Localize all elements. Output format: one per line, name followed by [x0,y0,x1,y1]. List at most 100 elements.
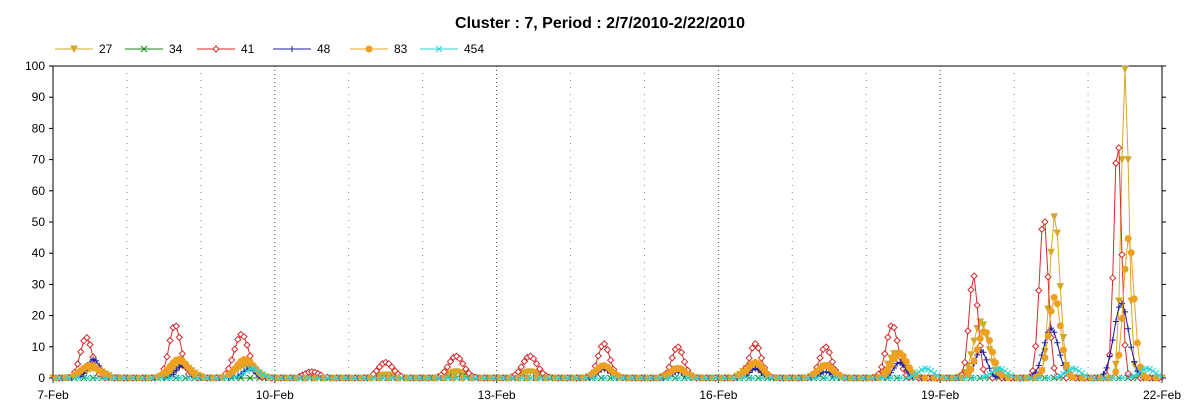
x-tick-label: 16-Feb [699,388,737,402]
series-point-marker [980,349,987,356]
series-point-marker [388,374,396,382]
series-point-marker [397,374,405,382]
series-point-marker [1035,286,1043,295]
series-point-marker [591,374,599,382]
legend-item-41: 41 [197,42,255,56]
series-point-marker [1047,307,1055,315]
series-point-marker [1035,374,1043,382]
series-point-marker [674,374,682,382]
series-point-marker [887,374,895,382]
series-point-marker [964,327,972,335]
series-point-marker [1134,370,1141,378]
series-point-marker [952,374,959,382]
series-point-marker [1122,308,1129,315]
series-point-marker [1054,339,1061,346]
series-point-marker [1044,374,1052,382]
series-point-marker [240,369,248,377]
legend-label: 27 [99,42,113,56]
series-point-marker [90,356,97,363]
series-point-marker [912,370,919,378]
series-point-marker [693,374,701,382]
series-point-marker [256,368,263,376]
series-point-marker [1100,370,1107,377]
series-point-marker [379,374,386,382]
legend-item-83: 83 [350,42,408,56]
series-point-marker [754,344,763,352]
series-point-marker [170,371,177,378]
series-point-marker [1004,369,1012,377]
series-point-marker [877,363,886,371]
series-point-marker [1128,344,1135,351]
series-point-marker [665,374,673,382]
series-point-marker [527,374,534,382]
series-point-marker [748,344,756,352]
series-point-marker [721,374,728,382]
series-point-marker [455,355,464,363]
series-point-marker [446,357,455,366]
series-point-marker [365,45,373,53]
series-point-marker [83,333,91,342]
series-point-marker [967,286,975,294]
series-point-marker [1115,297,1123,306]
series-point-marker [203,374,211,382]
series-point-marker [529,355,538,363]
series-point-marker [674,343,683,351]
series-point-marker [1007,371,1015,379]
series-point-marker [813,374,821,382]
series-point-marker [976,335,984,343]
series-point-marker [902,358,910,366]
series-point-marker [1118,300,1125,307]
series-point-marker [1146,365,1154,373]
series-point-marker [120,374,128,382]
series-point-marker [897,359,904,366]
series-point-marker [983,372,990,380]
series-point-marker [927,367,935,375]
series-point-marker [924,365,932,373]
series-point-marker [804,374,812,382]
series-point-marker [259,370,266,378]
series-point-marker [1100,374,1107,382]
series-point-marker [890,323,898,332]
series-454 [53,365,1163,382]
series-point-marker [1115,304,1122,311]
x-tick-label: 13-Feb [478,388,516,402]
series-point-marker [822,374,830,382]
series-point-marker [933,371,941,379]
series-point-marker [1081,371,1089,379]
series-point-marker [970,374,978,382]
series-point-marker [970,357,978,365]
series-point-marker [92,374,100,382]
legend-label: 48 [317,42,331,56]
series-point-marker [443,363,452,371]
series-point-marker [277,374,285,382]
series-point-marker [536,365,544,373]
series-point-marker [884,367,892,375]
series-point-marker [406,374,414,382]
series-point-marker [1109,374,1117,382]
series-point-marker [601,374,608,382]
series-point-marker [606,356,615,364]
series-point-marker [1051,329,1058,336]
series-point-marker [795,374,802,382]
series-point-marker [823,368,830,375]
series-point-marker [342,374,350,382]
series-point-marker [822,343,830,351]
series-point-marker [967,351,975,360]
series-point-marker [490,374,497,382]
y-tick-label: 80 [32,121,46,135]
x-tick-label: 7-Feb [37,388,69,402]
series-point-marker [163,353,171,361]
plot-frame [52,65,1163,379]
series-point-marker [1050,213,1058,222]
series-point-marker [600,340,609,348]
legend-label: 83 [394,42,408,56]
series-point-marker [240,332,248,341]
series-point-marker [194,374,202,382]
x-tick-label: 19-Feb [921,388,959,402]
series-point-marker [323,374,331,382]
series-point-marker [680,358,689,366]
series-point-marker [175,333,184,342]
series-point-marker [930,369,938,377]
series-point-marker [573,374,581,382]
series-point-marker [1026,374,1033,382]
